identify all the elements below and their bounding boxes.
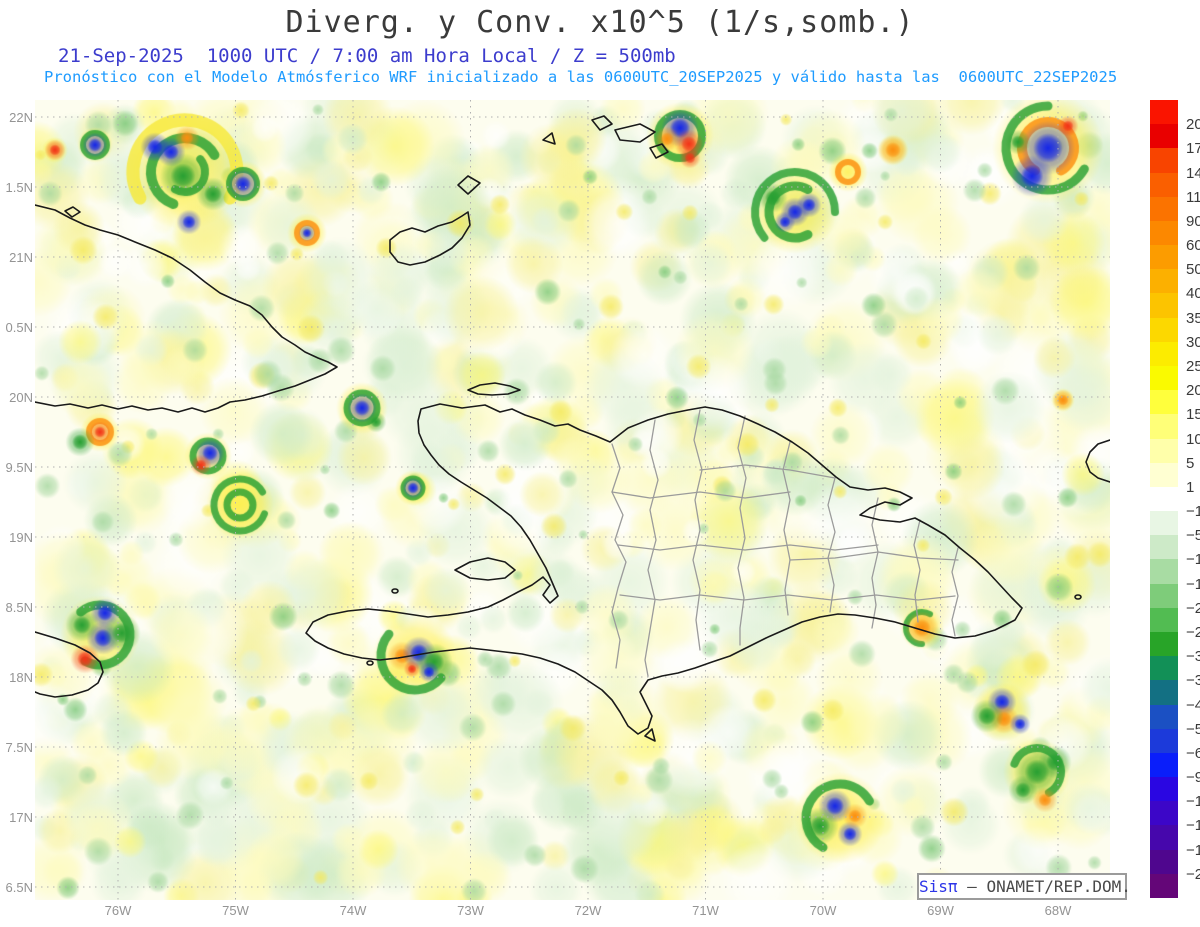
lon-label: 74W bbox=[339, 903, 367, 918]
colorbar-cell bbox=[1150, 632, 1178, 658]
lat-label: 19N bbox=[9, 530, 33, 545]
lon-label: 68W bbox=[1044, 903, 1072, 918]
lat-label: 20N bbox=[9, 390, 33, 405]
colorbar-cell bbox=[1150, 462, 1178, 488]
lat-label: 22N bbox=[9, 110, 33, 125]
page-title: Diverg. y Conv. x10^5 (1/s,somb.) bbox=[285, 5, 915, 40]
colorbar-tick-label: −25 bbox=[1186, 624, 1200, 641]
colorbar-tick-label: 15 bbox=[1186, 406, 1200, 424]
lat-label: 8.5N bbox=[5, 600, 33, 615]
colorbar-tick-label: 50 bbox=[1186, 261, 1200, 279]
colorbar-tick-label: −200 bbox=[1186, 865, 1200, 883]
colorbar-tick-label: 30 bbox=[1186, 333, 1200, 351]
divergence-convergence-field bbox=[35, 100, 1110, 900]
colorbar-cell bbox=[1150, 100, 1178, 126]
colorbar-tick-label: 40 bbox=[1186, 285, 1200, 303]
colorbar-tick-label: −50 bbox=[1186, 720, 1200, 738]
lat-label: 9.5N bbox=[5, 460, 33, 475]
colorbar-tick-label: −60 bbox=[1186, 744, 1200, 762]
colorbar-tick-label: 60 bbox=[1186, 237, 1200, 255]
colorbar-cell bbox=[1150, 535, 1178, 561]
colorbar-cell bbox=[1150, 801, 1178, 827]
colorbar-cell bbox=[1150, 680, 1178, 706]
colorbar-cell bbox=[1150, 341, 1178, 367]
colorbar-cell bbox=[1150, 196, 1178, 222]
colorbar-cell bbox=[1150, 438, 1178, 464]
lat-label: 1.5N bbox=[5, 180, 33, 195]
colorbar-tick-label: 200 bbox=[1186, 116, 1200, 134]
colorbar-tick-label: −40 bbox=[1186, 696, 1200, 714]
colorbar-cell bbox=[1150, 269, 1178, 295]
colorbar-cell bbox=[1150, 317, 1178, 343]
lon-label: 70W bbox=[809, 903, 837, 918]
colorbar-tick-label: −35 bbox=[1186, 672, 1200, 690]
colorbar-tick-label: −30 bbox=[1186, 648, 1200, 666]
colorbar-cell bbox=[1150, 293, 1178, 319]
colorbar-tick-label: −170 bbox=[1186, 841, 1200, 859]
lat-label: 0.5N bbox=[5, 320, 33, 335]
lon-label: 76W bbox=[104, 903, 132, 918]
colorbar-cell bbox=[1150, 366, 1178, 392]
colorbar-cell bbox=[1150, 752, 1178, 779]
pi-symbol: π bbox=[947, 877, 958, 896]
colorbar-tick-label: 140 bbox=[1186, 164, 1200, 182]
colorbar-tick-label: 110 bbox=[1186, 188, 1200, 206]
credit-box: Sisπ – ONAMET/REP.DOM. bbox=[917, 873, 1131, 900]
lat-label: 18N bbox=[9, 670, 33, 685]
colorbar-tick-label: 10 bbox=[1186, 430, 1200, 448]
colorbar-tick-label: −90 bbox=[1186, 769, 1200, 787]
colorbar-cell bbox=[1150, 390, 1178, 416]
colorbar-tick-label: 25 bbox=[1186, 358, 1200, 375]
colorbar-cell bbox=[1150, 245, 1178, 271]
credit-sispi: Sis bbox=[919, 877, 948, 896]
colorbar-cell bbox=[1150, 873, 1178, 899]
lon-label: 69W bbox=[927, 903, 954, 918]
colorbar-cell bbox=[1150, 148, 1178, 174]
colorbar-tick-label: 90 bbox=[1186, 212, 1200, 230]
colorbar-tick-label: 20 bbox=[1186, 382, 1200, 400]
colorbar-cell bbox=[1150, 124, 1178, 150]
lon-label: 75W bbox=[222, 903, 249, 918]
credit-onamet: – ONAMET/REP.DOM. bbox=[957, 877, 1131, 896]
colorbar-cell bbox=[1150, 583, 1178, 609]
colorbar-cell bbox=[1150, 559, 1178, 585]
lon-label: 73W bbox=[457, 903, 484, 918]
colorbar-cell bbox=[1150, 849, 1178, 875]
lon-label: 71W bbox=[692, 903, 719, 918]
colorbar-cell bbox=[1150, 704, 1178, 730]
lon-label: 72W bbox=[574, 903, 602, 918]
colorbar-cell bbox=[1150, 825, 1178, 851]
valid-time-subtitle: 21-Sep-2025 1000 UTC / 7:00 am Hora Loca… bbox=[58, 45, 676, 67]
lat-label: 7.5N bbox=[5, 740, 33, 755]
colorbar bbox=[1150, 100, 1178, 899]
colorbar-cell bbox=[1150, 656, 1178, 682]
colorbar-cell bbox=[1150, 486, 1178, 513]
model-info-line: Pronóstico con el Modelo Atmósferico WRF… bbox=[44, 68, 1118, 86]
colorbar-tick-label: 5 bbox=[1186, 454, 1195, 472]
colorbar-tick-label: −110 bbox=[1186, 793, 1200, 811]
colorbar-tick-label: 35 bbox=[1186, 309, 1200, 327]
colorbar-cell bbox=[1150, 777, 1178, 803]
lat-label: 17N bbox=[9, 810, 33, 825]
colorbar-tick-label: −1 bbox=[1186, 503, 1200, 521]
colorbar-tick-label: 1 bbox=[1186, 478, 1195, 496]
colorbar-cell bbox=[1150, 414, 1178, 440]
colorbar-cell bbox=[1150, 728, 1178, 754]
colorbar-tick-label: 170 bbox=[1186, 140, 1200, 158]
colorbar-cell bbox=[1150, 220, 1178, 247]
colorbar-tick-label: −15 bbox=[1186, 575, 1200, 593]
colorbar-cell bbox=[1150, 607, 1178, 633]
colorbar-cell bbox=[1150, 172, 1178, 198]
colorbar-tick-label: −20 bbox=[1186, 599, 1200, 617]
colorbar-tick-label: −5 bbox=[1186, 527, 1200, 545]
colorbar-tick-label: −10 bbox=[1186, 551, 1200, 569]
lat-label: 6.5N bbox=[5, 880, 33, 895]
lat-label: 21N bbox=[9, 250, 33, 265]
colorbar-tick-label: −140 bbox=[1186, 817, 1200, 835]
colorbar-cell bbox=[1150, 511, 1178, 537]
